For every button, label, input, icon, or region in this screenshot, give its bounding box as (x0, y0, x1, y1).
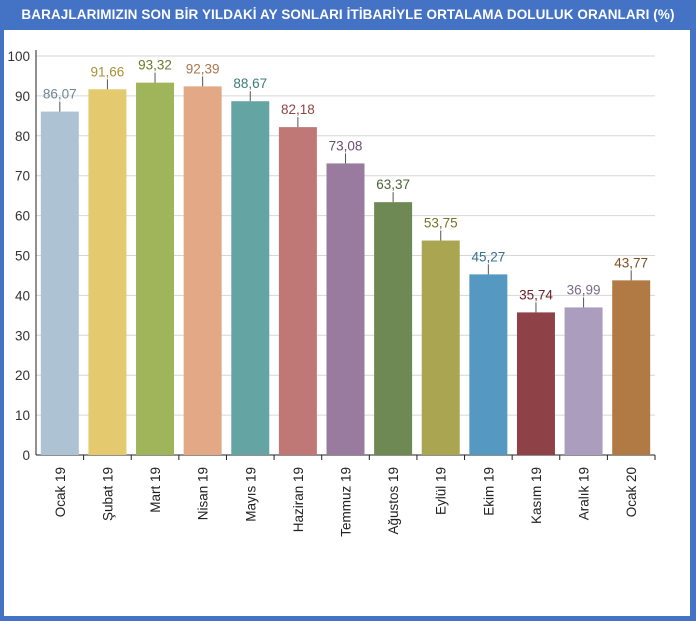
y-tick-label: 80 (15, 129, 30, 144)
bar (516, 312, 555, 455)
x-tick-label: Mart 19 (148, 467, 163, 513)
x-tick-label: Ocak 20 (624, 467, 639, 517)
y-tick-label: 20 (15, 368, 30, 383)
y-tick-label: 90 (15, 89, 30, 104)
bar (564, 307, 603, 455)
y-tick-label: 60 (15, 209, 30, 224)
data-label: 73,08 (329, 138, 363, 153)
bar (612, 280, 651, 455)
data-label: 88,67 (233, 76, 267, 91)
data-label: 45,27 (471, 249, 505, 264)
x-tick-label: Şubat 19 (100, 467, 115, 521)
y-tick-label: 50 (15, 249, 30, 264)
x-tick-label: Eylül 19 (434, 467, 449, 515)
x-tick-label: Ocak 19 (53, 467, 68, 517)
data-label: 53,75 (424, 216, 458, 231)
x-tick-label: Ağustos 19 (386, 467, 401, 535)
y-tick-label: 10 (15, 408, 30, 423)
bar (88, 89, 127, 455)
y-tick-label: 30 (15, 328, 30, 343)
bar (231, 101, 270, 456)
bar (40, 111, 79, 456)
y-tick-label: 70 (15, 169, 30, 184)
y-tick-label: 0 (22, 448, 30, 463)
y-tick-label: 100 (7, 49, 30, 64)
bar (469, 274, 508, 455)
data-label: 36,99 (567, 282, 601, 297)
y-tick-label: 40 (15, 288, 30, 303)
x-tick-label: Ekim 19 (481, 467, 496, 516)
data-label: 63,37 (376, 177, 410, 192)
x-tick-label: Haziran 19 (291, 467, 306, 532)
bar (421, 240, 460, 455)
data-label: 91,66 (91, 64, 125, 79)
bar (136, 82, 175, 455)
x-tick-label: Aralık 19 (577, 467, 592, 520)
data-label: 35,74 (519, 287, 553, 302)
data-label: 93,32 (138, 58, 172, 73)
x-tick-label: Mayıs 19 (243, 467, 258, 522)
x-tick-label: Kasım 19 (529, 467, 544, 524)
bar (374, 202, 413, 455)
data-label: 82,18 (281, 102, 315, 117)
data-label: 43,77 (614, 255, 648, 270)
data-label: 92,39 (186, 61, 220, 76)
bar (326, 163, 365, 455)
bar (278, 127, 317, 455)
data-label: 86,07 (43, 87, 77, 102)
chart-title: BARAJLARIMIZIN SON BİR YILDAKİ AY SONLAR… (21, 7, 675, 22)
x-tick-label: Nisan 19 (196, 467, 211, 520)
x-tick-label: Temmuz 19 (339, 467, 354, 537)
bar (183, 86, 222, 456)
